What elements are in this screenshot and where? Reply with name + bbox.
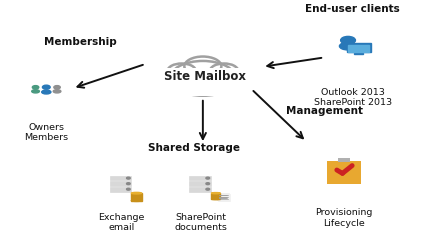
Bar [190, 182, 211, 186]
Bar [218, 194, 229, 201]
Bar [354, 54, 363, 55]
Text: Outlook 2013
SharePoint 2013: Outlook 2013 SharePoint 2013 [314, 87, 392, 107]
Bar [110, 182, 131, 186]
Circle shape [184, 57, 221, 77]
Bar [347, 44, 370, 53]
Text: Management: Management [286, 106, 363, 116]
Circle shape [127, 188, 130, 190]
Bar [217, 193, 228, 201]
Bar [338, 158, 350, 162]
Circle shape [340, 37, 355, 45]
Circle shape [210, 64, 238, 79]
Bar [142, 69, 263, 97]
Bar [211, 193, 220, 199]
Circle shape [127, 177, 130, 179]
Circle shape [168, 64, 196, 79]
Text: Owners
Members: Owners Members [24, 122, 68, 141]
Bar [190, 176, 211, 181]
Circle shape [224, 70, 248, 83]
Circle shape [170, 62, 236, 96]
Ellipse shape [32, 90, 39, 94]
Text: SharePoint
documents: SharePoint documents [174, 212, 227, 231]
Text: Shared Storage: Shared Storage [148, 143, 240, 153]
Text: Membership: Membership [44, 36, 117, 47]
Ellipse shape [211, 199, 220, 200]
Bar [190, 187, 211, 192]
Bar [218, 194, 230, 201]
Circle shape [206, 177, 209, 179]
Circle shape [206, 183, 209, 185]
Circle shape [157, 70, 182, 83]
Circle shape [54, 86, 60, 90]
Bar [348, 45, 370, 53]
Bar [358, 53, 360, 54]
Ellipse shape [53, 90, 61, 94]
Bar [131, 193, 142, 201]
Circle shape [42, 86, 50, 90]
Ellipse shape [340, 43, 357, 51]
Circle shape [127, 183, 130, 185]
Ellipse shape [131, 200, 142, 202]
Bar [110, 187, 131, 192]
Bar [327, 161, 361, 184]
Bar [110, 176, 131, 181]
Text: Exchange
email: Exchange email [98, 212, 145, 231]
Text: Provisioning
Lifecycle: Provisioning Lifecycle [315, 207, 373, 227]
Circle shape [32, 86, 39, 90]
Circle shape [206, 188, 209, 190]
Text: End-user clients: End-user clients [306, 4, 400, 14]
Ellipse shape [131, 192, 142, 194]
Ellipse shape [42, 91, 51, 94]
Text: Site Mailbox: Site Mailbox [164, 69, 246, 82]
Ellipse shape [211, 193, 220, 194]
